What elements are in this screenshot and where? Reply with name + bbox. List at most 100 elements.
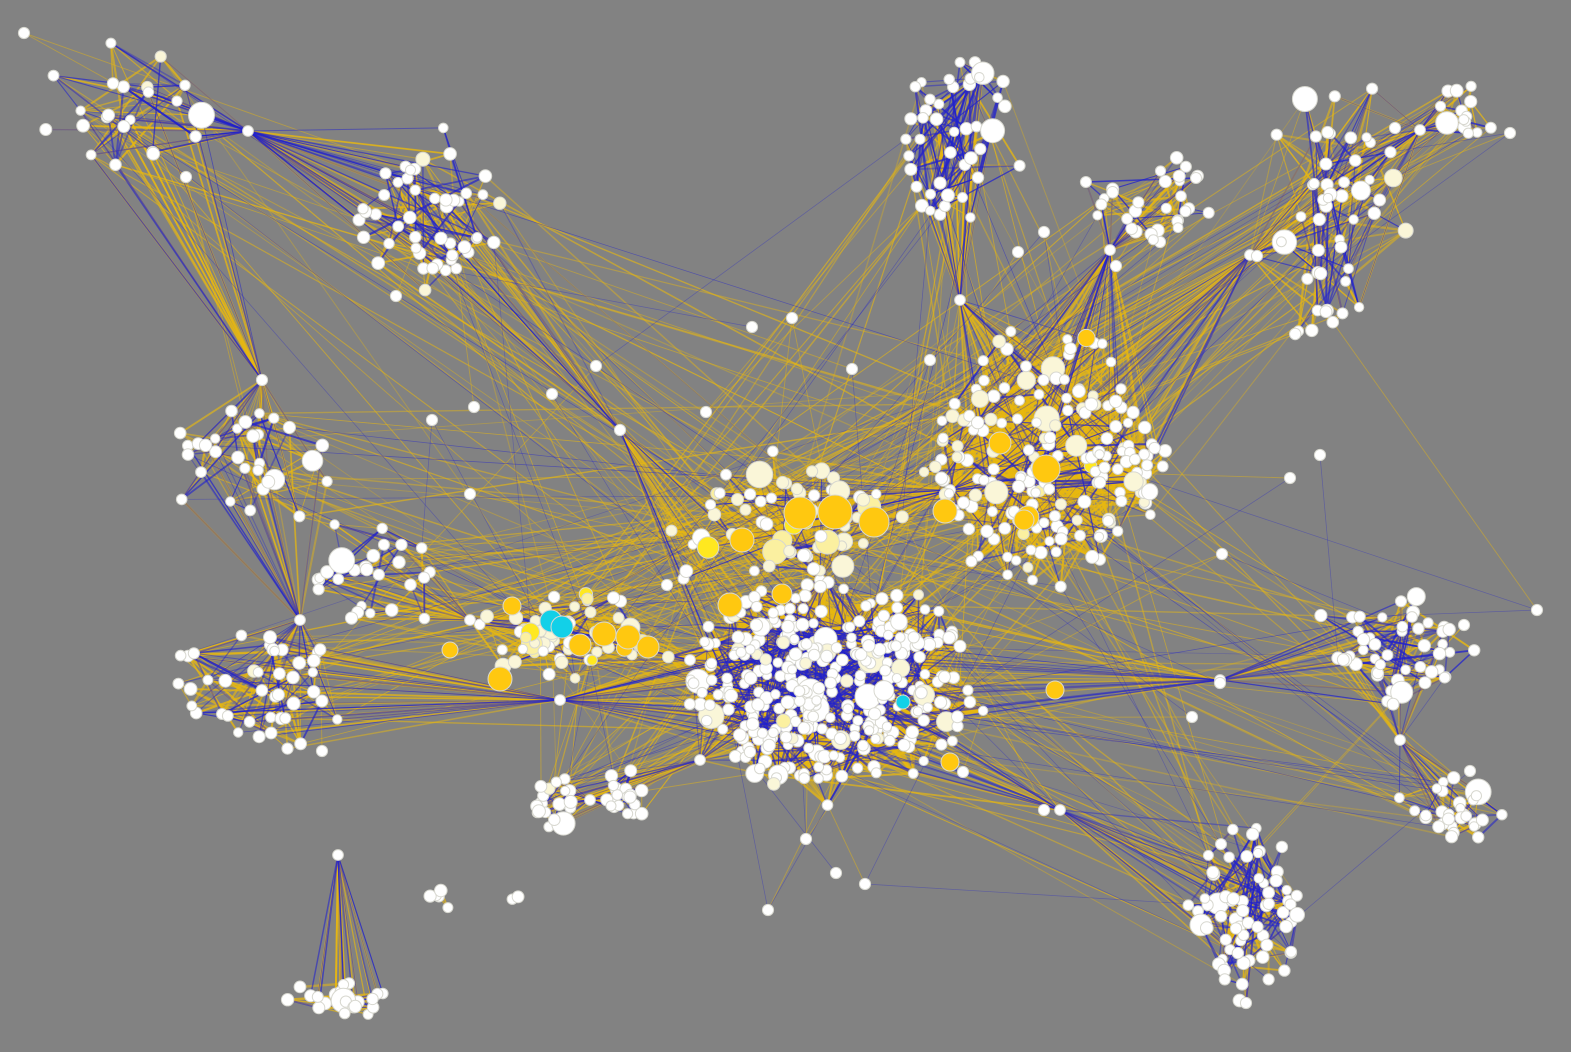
graph-node[interactable] (875, 592, 889, 606)
graph-node[interactable] (344, 611, 359, 625)
graph-node[interactable] (1147, 234, 1159, 246)
graph-node[interactable] (749, 618, 764, 632)
graph-node[interactable] (846, 632, 857, 643)
graph-node[interactable] (943, 73, 955, 86)
graph-node[interactable] (706, 674, 718, 686)
graph-node[interactable] (1109, 420, 1123, 433)
satellite-node[interactable] (17, 26, 31, 40)
graph-node[interactable] (478, 169, 493, 183)
graph-node[interactable] (392, 176, 404, 188)
graph-node[interactable] (1326, 315, 1340, 329)
graph-node[interactable] (1291, 86, 1318, 112)
graph-node[interactable] (1422, 617, 1434, 629)
graph-node[interactable] (1223, 851, 1235, 863)
graph-node[interactable] (384, 603, 399, 617)
bridge-node[interactable] (694, 754, 706, 766)
graph-node[interactable] (238, 415, 253, 429)
graph-node[interactable] (282, 420, 296, 435)
graph-node-hub-gold[interactable] (487, 666, 513, 692)
graph-node[interactable] (356, 230, 371, 245)
graph-node[interactable] (895, 510, 909, 524)
graph-node[interactable] (828, 750, 839, 761)
graph-node[interactable] (816, 723, 828, 735)
graph-node[interactable] (1115, 495, 1128, 508)
graph-node[interactable] (1278, 964, 1291, 977)
graph-node[interactable] (998, 382, 1011, 394)
graph-node[interactable] (702, 620, 715, 633)
graph-node[interactable] (1465, 80, 1477, 92)
graph-node[interactable] (724, 688, 738, 703)
graph-node[interactable] (907, 768, 919, 779)
graph-node[interactable] (696, 686, 708, 699)
graph-node[interactable] (563, 794, 578, 809)
graph-node[interactable] (586, 654, 598, 666)
graph-node[interactable] (1106, 186, 1119, 199)
satellite-node[interactable] (1037, 803, 1051, 817)
graph-node[interactable] (1484, 121, 1497, 134)
graph-node[interactable] (996, 417, 1008, 429)
graph-node[interactable] (1190, 172, 1202, 184)
graph-node[interactable] (743, 671, 758, 685)
graph-node[interactable] (101, 108, 116, 122)
graph-node[interactable] (807, 710, 819, 723)
graph-node[interactable] (172, 677, 185, 690)
graph-node[interactable] (833, 732, 847, 745)
graph-node-hub-gold[interactable] (502, 596, 522, 616)
graph-node[interactable] (793, 695, 806, 707)
graph-node[interactable] (1374, 659, 1386, 671)
graph-node[interactable] (748, 590, 761, 604)
graph-node[interactable] (415, 542, 428, 554)
graph-node[interactable] (904, 162, 918, 176)
graph-node-cyan[interactable] (550, 615, 574, 639)
graph-node[interactable] (146, 146, 161, 161)
graph-node[interactable] (263, 630, 277, 645)
graph-node[interactable] (963, 409, 976, 422)
graph-node[interactable] (852, 762, 864, 774)
graph-node[interactable] (868, 707, 882, 721)
graph-node[interactable] (1305, 323, 1319, 338)
graph-node[interactable] (1215, 838, 1227, 851)
graph-node[interactable] (1356, 632, 1371, 647)
graph-node[interactable] (209, 445, 223, 459)
graph-node[interactable] (800, 578, 814, 592)
graph-node[interactable] (1229, 922, 1243, 935)
graph-node[interactable] (39, 123, 53, 136)
graph-node[interactable] (439, 193, 453, 207)
graph-node[interactable] (767, 777, 781, 791)
graph-node[interactable] (281, 742, 294, 755)
graph-node[interactable] (1123, 471, 1144, 492)
graph-node[interactable] (821, 799, 834, 811)
graph-node[interactable] (811, 695, 822, 706)
graph-node[interactable] (508, 655, 522, 669)
satellite-node[interactable] (1457, 618, 1471, 632)
graph-node[interactable] (1373, 193, 1387, 207)
graph-node[interactable] (1138, 448, 1150, 461)
graph-node[interactable] (964, 151, 978, 166)
graph-node[interactable] (1336, 653, 1350, 667)
graph-node[interactable] (1468, 644, 1481, 657)
graph-node[interactable] (1013, 159, 1026, 172)
graph-node[interactable] (934, 695, 948, 709)
satellite-node[interactable] (545, 387, 559, 401)
graph-node[interactable] (1072, 384, 1086, 399)
graph-node[interactable] (1311, 243, 1325, 257)
graph-node[interactable] (76, 118, 90, 133)
graph-node[interactable] (743, 488, 757, 501)
graph-node[interactable] (1334, 240, 1348, 254)
graph-node[interactable] (612, 612, 625, 624)
graph-node[interactable] (1097, 338, 1108, 350)
satellite-node[interactable] (858, 877, 872, 891)
graph-node[interactable] (1236, 904, 1250, 918)
graph-node[interactable] (1202, 206, 1215, 219)
graph-node[interactable] (1095, 198, 1108, 211)
graph-node[interactable] (762, 738, 776, 753)
graph-node-hub-gold[interactable] (988, 431, 1012, 455)
graph-node-hub-gold[interactable] (1031, 454, 1061, 484)
graph-node[interactable] (292, 656, 307, 670)
graph-node[interactable] (781, 619, 795, 634)
graph-node[interactable] (307, 685, 321, 699)
graph-node[interactable] (820, 649, 834, 664)
graph-node[interactable] (1281, 884, 1292, 896)
graph-node[interactable] (904, 112, 918, 126)
graph-node[interactable] (1462, 127, 1474, 139)
